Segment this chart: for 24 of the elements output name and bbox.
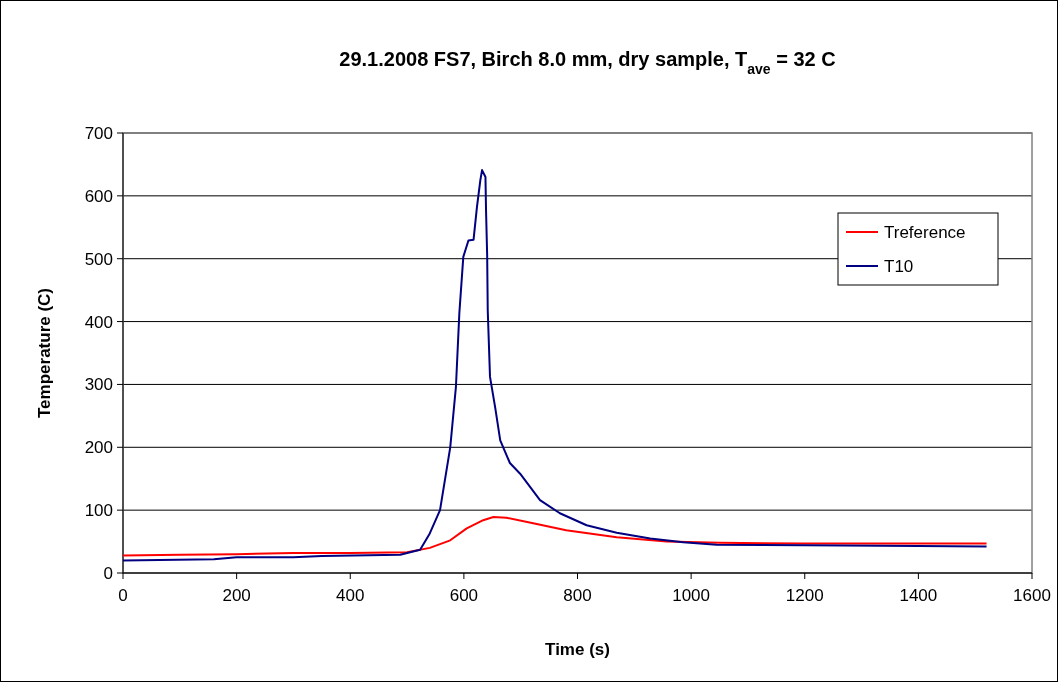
x-tick-label: 1000 (672, 586, 711, 605)
x-tick-label: 1200 (785, 586, 824, 605)
y-tick-label: 200 (84, 438, 113, 458)
x-tick-label: 1600 (1013, 586, 1051, 605)
legend-label: Treference (884, 222, 966, 242)
line-series (122, 516, 988, 557)
y-tick-label: 0 (103, 563, 113, 583)
y-tick-label: 500 (84, 249, 113, 269)
y-tick-label: 700 (84, 123, 113, 143)
y-tick-label: 600 (84, 186, 113, 206)
line-series (122, 169, 988, 562)
x-tick-label: 0 (118, 586, 128, 605)
x-tick-label: 1400 (899, 586, 938, 605)
y-tick-label: 400 (84, 312, 113, 332)
x-axis-title: Time (s) (545, 640, 610, 659)
x-tick-label: 600 (449, 586, 479, 605)
chart-title: 29.1.2008 FS7, Birch 8.0 mm, dry sample, T$_{ave}$ = 32 C (339, 48, 836, 77)
y-tick-label: 300 (84, 375, 113, 395)
x-tick-label: 200 (222, 586, 251, 605)
legend-label: T10 (884, 256, 914, 276)
y-tick-label: 100 (84, 501, 113, 521)
y-axis-title: Temperature (C) (35, 287, 54, 419)
x-tick-label: 400 (336, 586, 365, 605)
x-tick-label: 800 (563, 586, 592, 605)
